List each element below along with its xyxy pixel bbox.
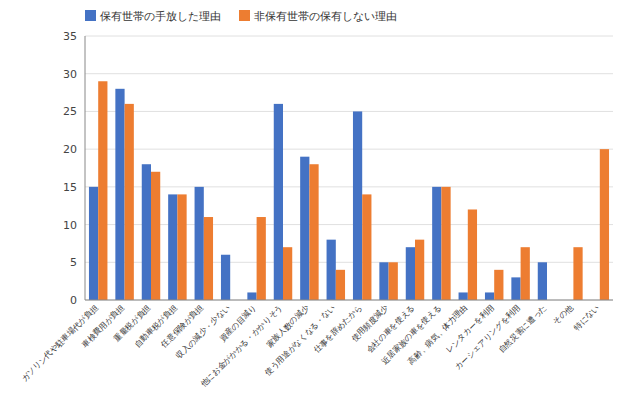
bar [573, 247, 582, 300]
bar [353, 111, 362, 300]
legend-item: 非保有世帯の保有しない理由 [239, 10, 397, 23]
bar [168, 194, 177, 300]
x-tick-label: レンタカーを利用 [444, 303, 496, 355]
y-tick-label: 25 [63, 105, 77, 118]
bar [142, 164, 151, 300]
bar [125, 104, 134, 300]
bar [600, 149, 609, 300]
y-tick-label: 30 [63, 68, 77, 81]
legend: 保有世帯の手放した理由 非保有世帯の保有しない理由 [85, 10, 397, 23]
bar [177, 194, 186, 300]
bar [511, 277, 520, 300]
legend-label: 非保有世帯の保有しない理由 [254, 10, 397, 23]
grid-line [85, 186, 613, 187]
bar [247, 292, 256, 300]
x-tick-label: 特にない [572, 303, 601, 332]
legend-swatch [85, 10, 96, 21]
bar [98, 81, 107, 300]
legend-swatch [239, 10, 250, 21]
bar [441, 187, 450, 300]
bar [221, 255, 230, 300]
grid-line [85, 36, 613, 37]
bar [432, 187, 441, 300]
bar [415, 240, 424, 300]
bar [204, 217, 213, 300]
bar [362, 194, 371, 300]
grid-line [85, 149, 613, 150]
bar [327, 240, 336, 300]
bar [538, 262, 547, 300]
x-tick-label: 自然災害に遭った [497, 303, 549, 355]
y-tick-label: 35 [63, 30, 77, 43]
bar [309, 164, 318, 300]
bar [485, 292, 494, 300]
bar [300, 157, 309, 300]
grid-line [85, 111, 613, 112]
grid-line [85, 224, 613, 225]
bar [379, 262, 388, 300]
grid-line [85, 262, 613, 263]
bar [406, 247, 415, 300]
x-tick-label: 会社の車を使える [365, 303, 417, 355]
bar [521, 247, 530, 300]
bar [389, 262, 398, 300]
bar [257, 217, 266, 300]
y-tick-label: 20 [63, 143, 77, 156]
grid-line [85, 73, 613, 74]
legend-label: 保有世帯の手放した理由 [100, 10, 221, 23]
bar [468, 209, 477, 300]
bar [195, 187, 204, 300]
bar [274, 104, 283, 300]
grid-line [85, 300, 613, 301]
bar [115, 89, 124, 300]
bar [459, 292, 468, 300]
bar [494, 270, 503, 300]
legend-item: 保有世帯の手放した理由 [85, 10, 221, 23]
y-tick-label: 10 [63, 219, 77, 232]
bar [151, 172, 160, 300]
bar [89, 187, 98, 300]
bar [336, 270, 345, 300]
y-axis-line [85, 36, 86, 300]
bar [283, 247, 292, 300]
x-tick-label: その他 [551, 303, 574, 326]
y-tick-label: 15 [63, 181, 77, 194]
x-axis-line [85, 300, 613, 301]
y-tick-label: 5 [70, 256, 77, 269]
bars [89, 81, 609, 300]
y-tick-label: 0 [70, 294, 77, 307]
chart: 05101520253035ガソリン代や駐車場代が負担車検費用が負担重量税が負担… [0, 0, 628, 400]
x-tick-label: 仕事を辞めたから [312, 303, 364, 355]
grid [85, 36, 613, 300]
